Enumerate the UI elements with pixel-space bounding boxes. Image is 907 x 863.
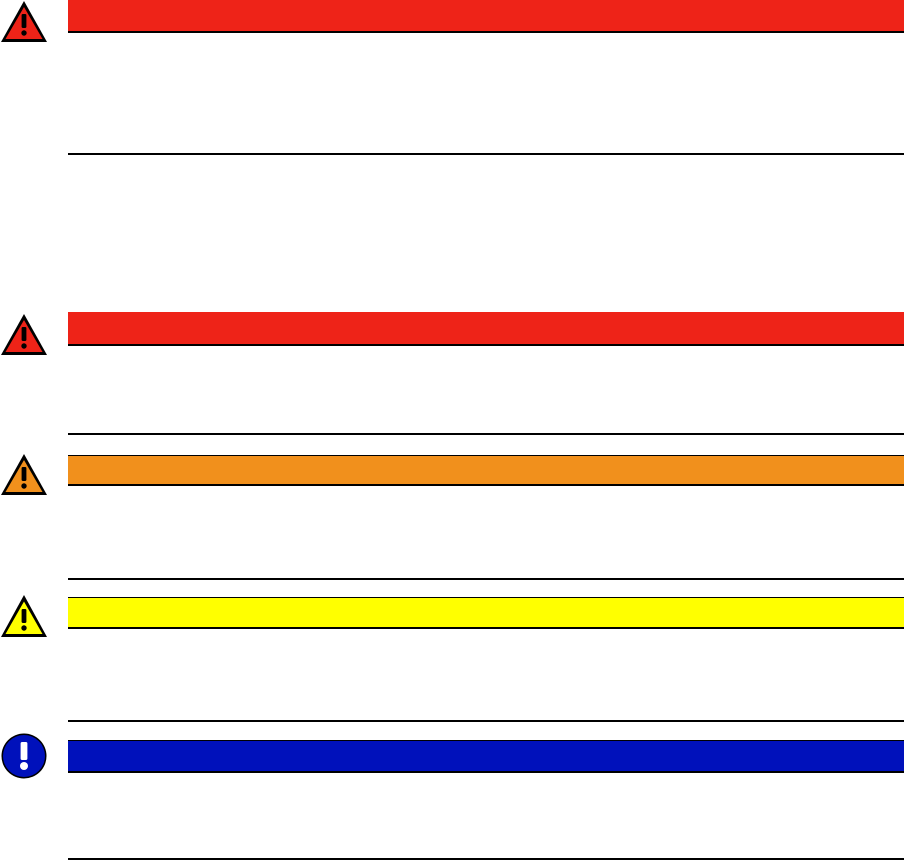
warning-bar-underline [68, 484, 904, 486]
danger-bar [68, 312, 904, 344]
block-divider [68, 433, 904, 435]
warning-triangle-yellow-icon [0, 594, 48, 639]
block-divider [68, 153, 904, 155]
danger-notice-block [0, 312, 907, 455]
danger-body [68, 40, 904, 150]
caution-body [68, 638, 904, 714]
notice-body [68, 782, 904, 852]
caution-bar [68, 598, 904, 627]
notice-bar [68, 741, 904, 771]
notice-bar-underline [68, 771, 904, 773]
danger-bar-underline [68, 31, 904, 33]
danger-bar [68, 0, 904, 31]
danger-notice-block [0, 0, 907, 312]
danger-body [68, 354, 904, 426]
notice-circle-blue-icon [0, 732, 48, 779]
caution-notice-block [0, 594, 907, 740]
warning-body [68, 495, 904, 571]
block-divider [68, 720, 904, 722]
warning-notice-block [0, 453, 907, 598]
warning-triangle-red-icon [0, 313, 48, 356]
notice-notice-block [0, 732, 907, 863]
warning-triangle-orange-icon [0, 453, 48, 496]
warning-triangle-red-icon [0, 0, 48, 43]
block-divider [68, 858, 904, 860]
danger-bar-underline [68, 344, 904, 346]
block-divider [68, 578, 904, 580]
warning-bar [68, 456, 904, 484]
caution-bar-underline [68, 627, 904, 629]
